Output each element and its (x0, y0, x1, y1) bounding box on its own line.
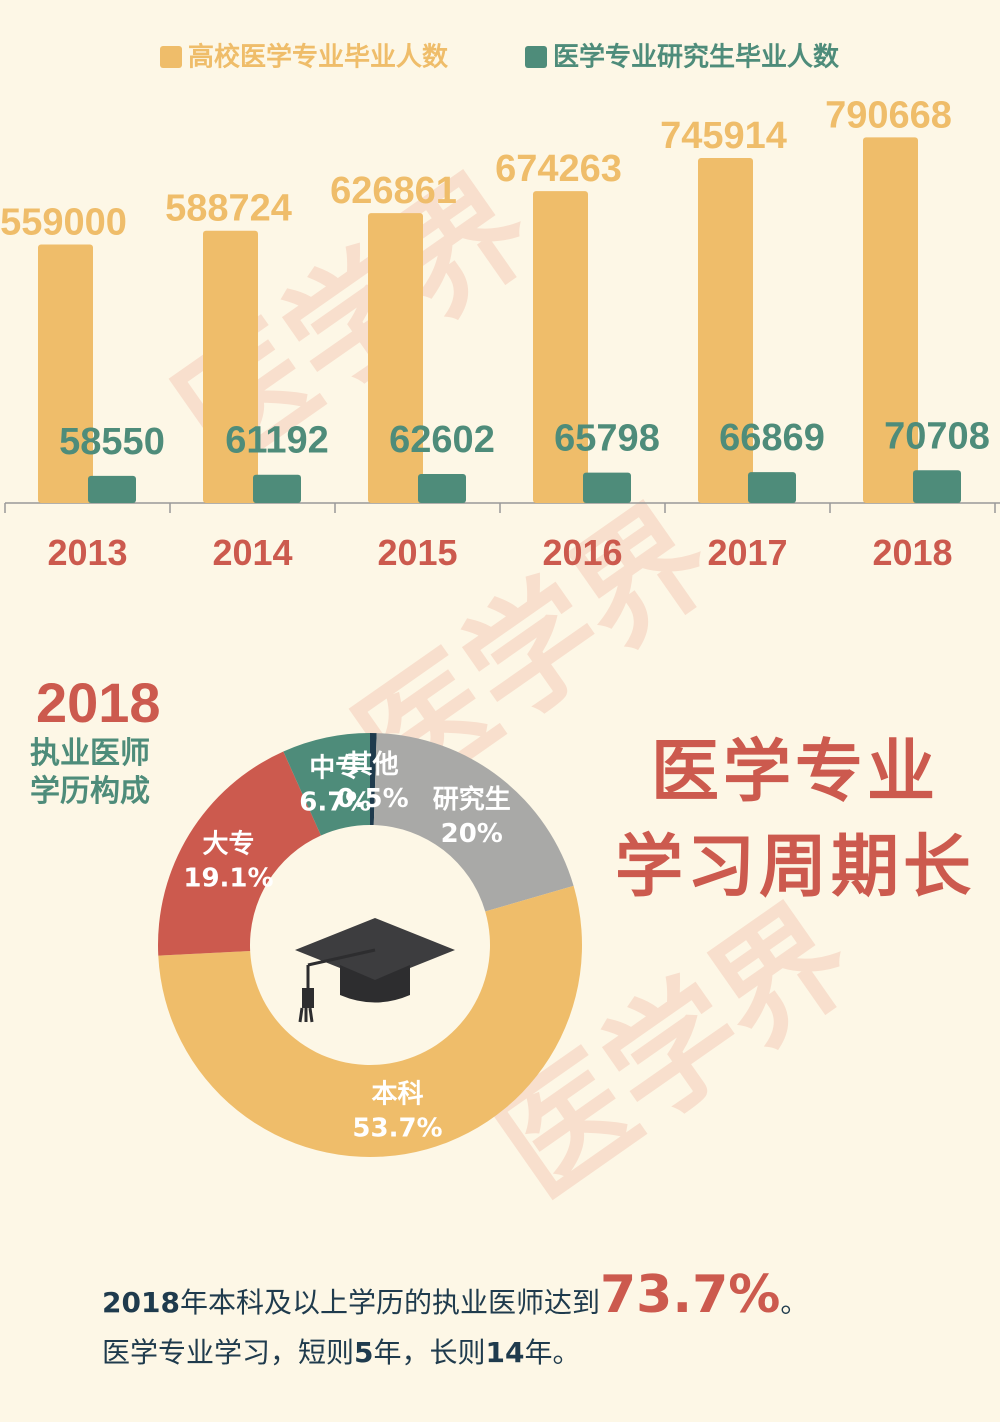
pie-title-block: 2018 执业医师学历构成 (30, 670, 170, 811)
x-tick-label: 2014 (212, 532, 292, 573)
slice (158, 885, 582, 1157)
note-text: 14 (485, 1336, 525, 1369)
note-text: 。 (780, 1286, 809, 1319)
x-tick-label: 2017 (707, 532, 787, 573)
headline-line: 医学专业 (650, 733, 939, 812)
x-tick-label: 2016 (542, 532, 622, 573)
note-text: 年。 (524, 1336, 581, 1369)
value-label: 559000 (0, 201, 127, 243)
bar (88, 475, 136, 503)
slice-label: 其他 (347, 750, 399, 780)
slice-value: 6.7% (299, 788, 371, 818)
pie-title: 2018 (36, 671, 161, 734)
pie-subtitle: 执业医师学历构成 (30, 736, 150, 809)
value-label: 745914 (660, 115, 787, 157)
graduation-cap (295, 918, 455, 1023)
bar (748, 472, 796, 503)
headline-line: 学习周期长 (614, 828, 975, 907)
bar (418, 474, 466, 503)
slice (158, 751, 321, 956)
slice-value: 0.5% (337, 784, 409, 814)
value-label: 790668 (825, 94, 952, 136)
note-text: 73.7% (599, 1265, 781, 1325)
value-label: 66869 (719, 417, 825, 459)
bar (863, 137, 918, 504)
x-tick-label: 2018 (872, 532, 952, 573)
x-tick-label: 2013 (47, 532, 127, 573)
note-text: 年本科及以上学历的执业医师达到 (179, 1286, 600, 1319)
slice (370, 733, 377, 826)
value-label: 626861 (330, 170, 457, 212)
bar (368, 213, 423, 503)
bar (533, 191, 588, 503)
note-line: 2018年本科及以上学历的执业医师达到73.7%。 (102, 1269, 809, 1328)
slice (373, 733, 574, 912)
value-label: 62602 (389, 419, 495, 461)
bar (38, 244, 93, 503)
legend-swatch (525, 46, 547, 68)
x-tick-label: 2015 (377, 532, 457, 573)
slice-label: 研究生 (433, 784, 511, 815)
note-line: 医学专业学习，短则5年，长则14年。 (102, 1328, 808, 1378)
legend-label: 高校医学专业毕业人数 (188, 42, 449, 73)
slice-label: 本科 (372, 1080, 424, 1110)
slice-value: 19.1% (183, 863, 273, 893)
value-label: 58550 (59, 421, 165, 463)
slice-label: 中专 (309, 754, 361, 784)
bar (583, 472, 631, 503)
note-text: 医学专业学习，短则 (102, 1336, 355, 1369)
headline: 医学专业 学习周期长 (600, 725, 990, 915)
note-text: 5 (354, 1336, 374, 1369)
value-label: 65798 (554, 418, 660, 460)
notes: 2018年本科及以上学历的执业医师达到73.7%。 医学专业学习，短则5年，长则… (102, 1269, 809, 1378)
slice-value: 53.7% (352, 1114, 442, 1144)
legend-swatch (160, 46, 182, 68)
bar (698, 158, 753, 503)
note-text: 年，长则 (373, 1336, 486, 1369)
slice (283, 733, 370, 836)
legend-label: 医学专业研究生毕业人数 (553, 42, 840, 73)
value-label: 70708 (884, 415, 990, 457)
value-label: 61192 (225, 420, 329, 462)
bar (253, 474, 301, 503)
slice-label: 大专 (202, 829, 254, 859)
value-label: 674263 (495, 148, 622, 190)
bar (913, 470, 961, 503)
note-text: 2018 (102, 1286, 180, 1319)
bar (203, 230, 258, 503)
value-label: 588724 (165, 188, 292, 230)
slice-value: 20% (441, 819, 503, 849)
